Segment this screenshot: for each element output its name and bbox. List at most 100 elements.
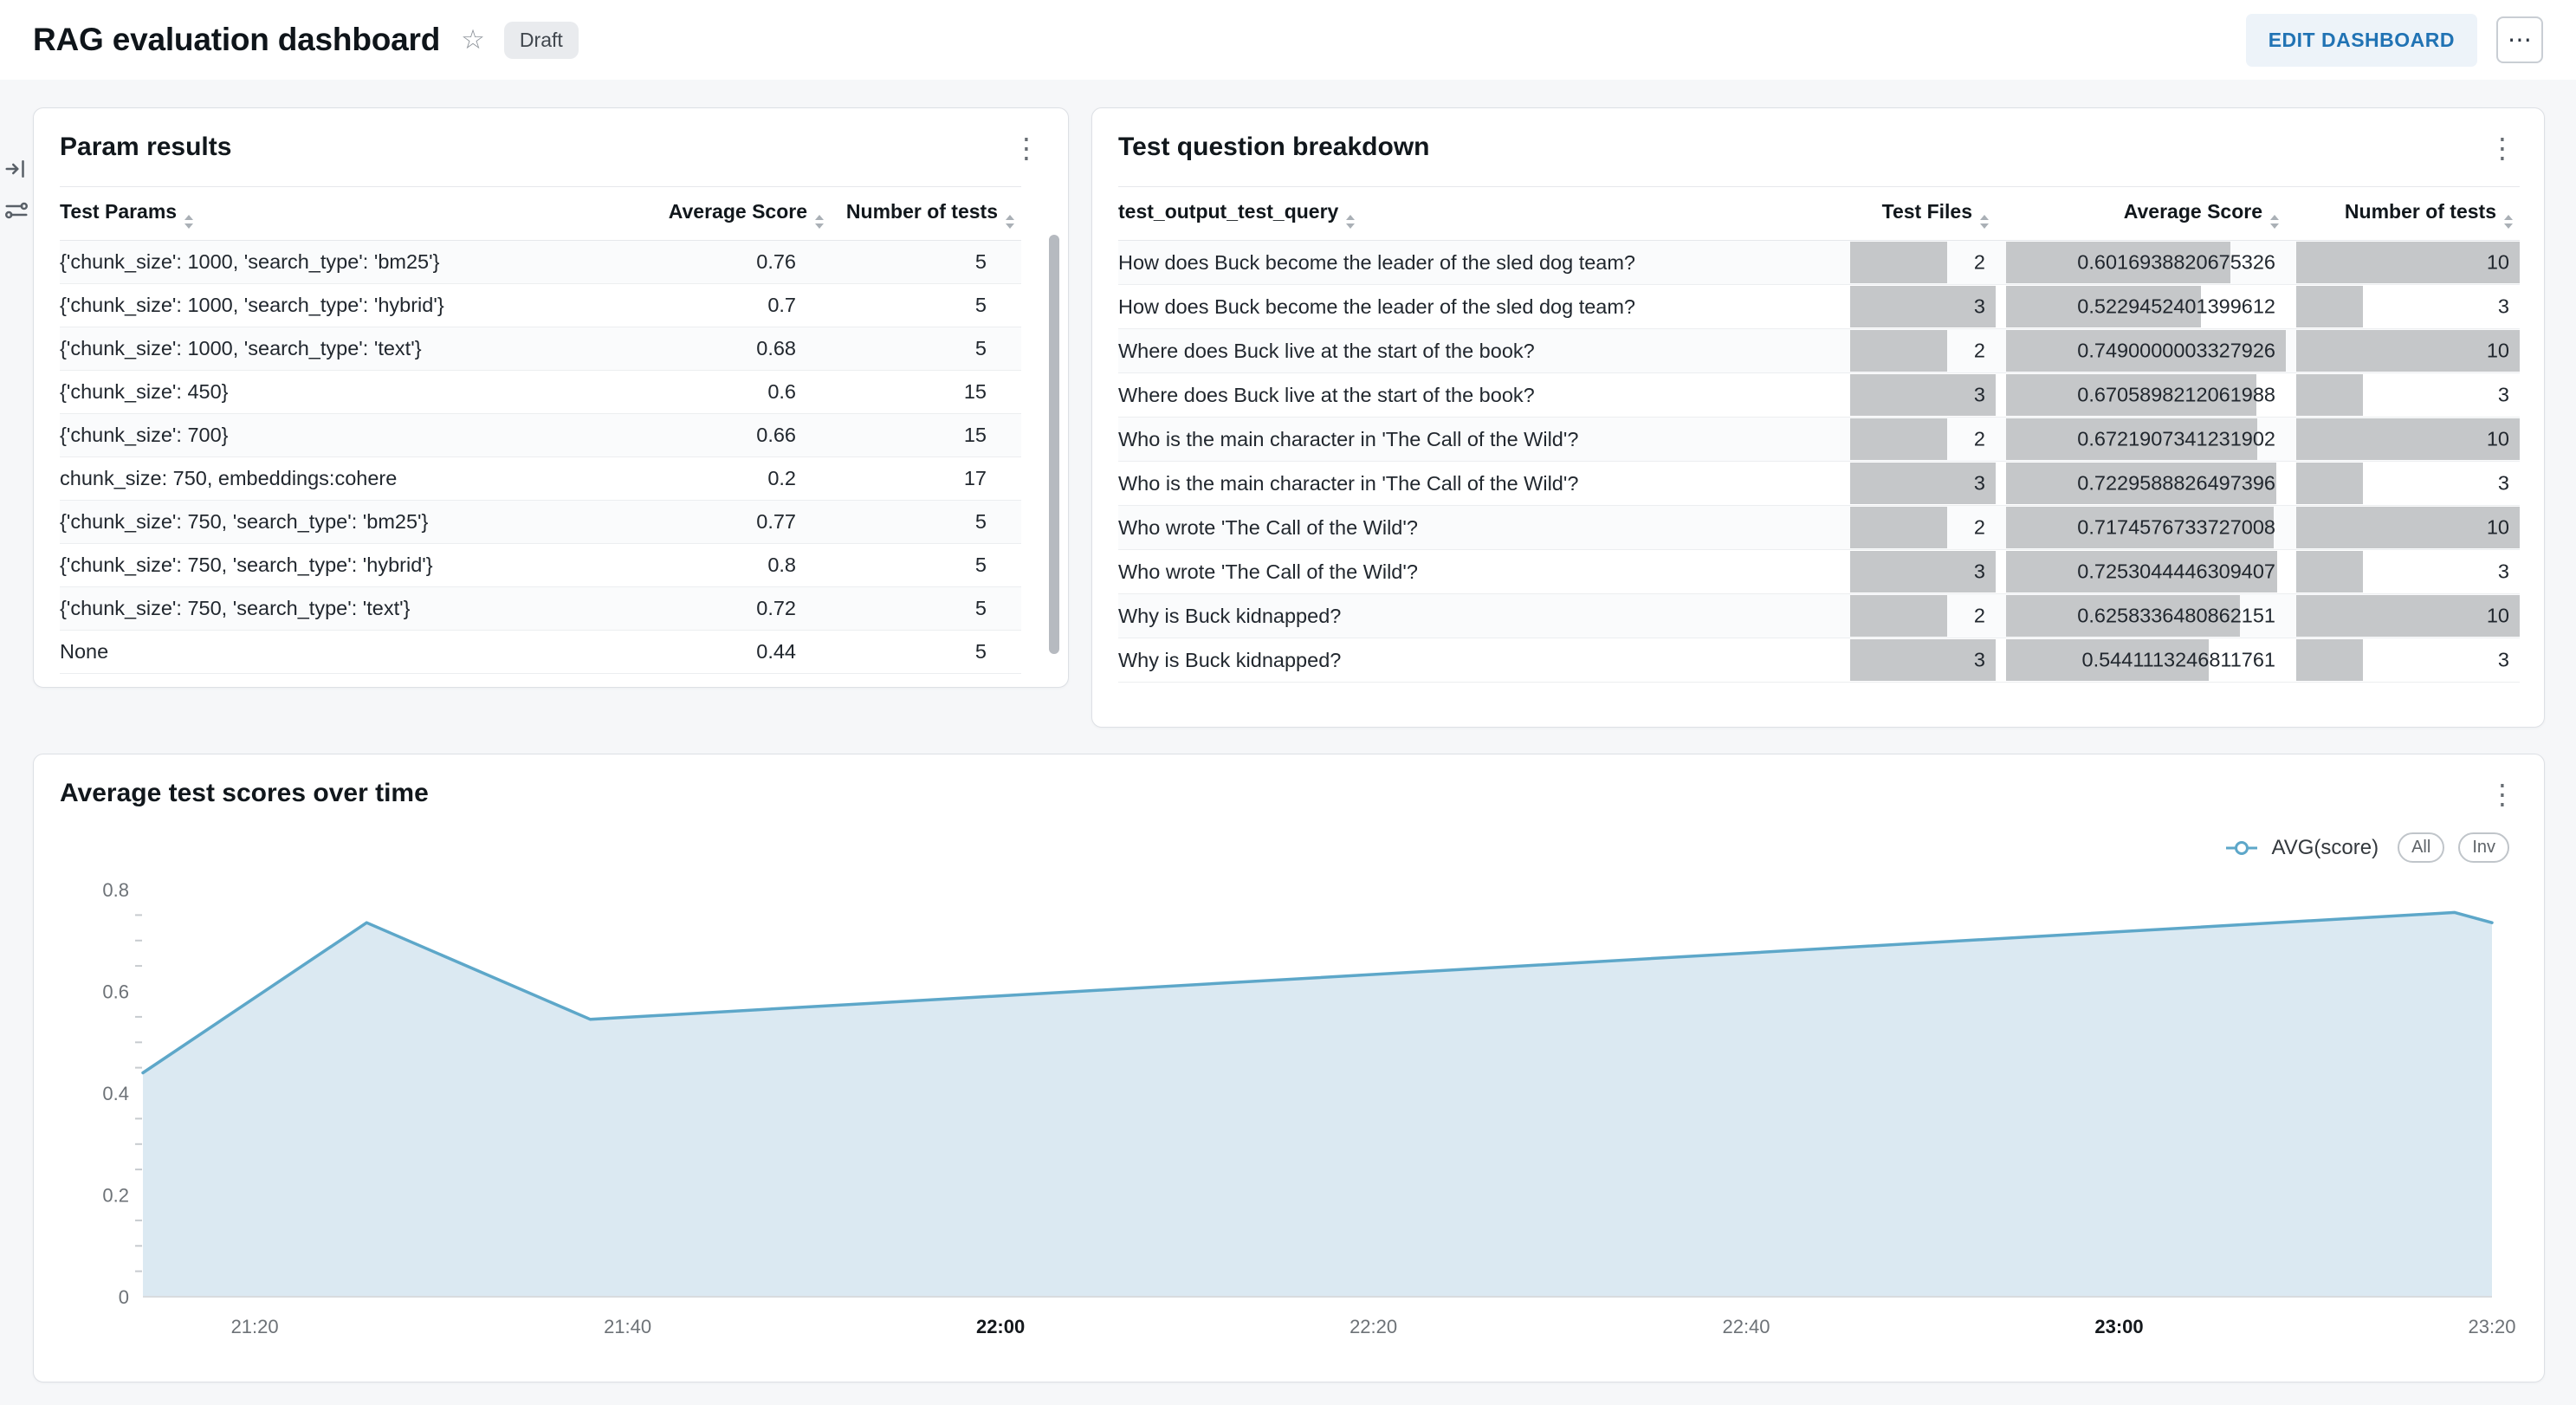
value-cell: 3 (2286, 461, 2520, 506)
value-cell: 3 (1840, 549, 1996, 594)
value-cell: 3 (1840, 284, 1996, 329)
svg-text:23:20: 23:20 (2468, 1316, 2515, 1337)
value-cell: 17 (831, 456, 1021, 501)
sort-icon (184, 215, 194, 229)
column-header[interactable]: Test Files (1840, 186, 1996, 241)
filter-icon (4, 202, 29, 219)
table-row[interactable]: How does Buck become the leader of the s… (1118, 240, 2520, 285)
data-bar (2006, 507, 2275, 548)
table-row[interactable]: {'chunk_size': 450} 0.6 15 (60, 370, 1021, 414)
table-row[interactable]: None 0.44 5 (60, 630, 1021, 674)
value-label: 0.6016938820675326 (2077, 250, 2275, 274)
value-label: 3 (1973, 295, 1985, 318)
question-breakdown-card: Test question breakdown ⋮ test_output_te… (1091, 107, 2545, 728)
value-cell: 3 (1840, 461, 1996, 506)
param-cell: {'chunk_size': 1000, 'search_type': 'tex… (60, 327, 588, 371)
value-label: 3 (1973, 383, 1985, 406)
value-label: 10 (2486, 339, 2509, 362)
expand-panel-button[interactable] (2, 154, 31, 184)
table-row[interactable]: Who wrote 'The Call of the Wild'? 2 0.7174… (1118, 505, 2520, 550)
page-header: RAG evaluation dashboard ☆ Draft EDIT DA… (0, 0, 2576, 80)
data-bar (2296, 639, 2364, 681)
param-cell: {'chunk_size': 700} (60, 413, 588, 457)
value-label: 2 (1973, 250, 1985, 274)
table-row[interactable]: Where does Buck live at the start of the… (1118, 372, 2520, 418)
more-menu-button[interactable]: ⋯ (2496, 16, 2543, 63)
column-header-label: Average Score (2123, 200, 2262, 223)
column-header[interactable]: Number of tests (831, 186, 1021, 241)
legend-all-button[interactable]: All (2398, 832, 2445, 863)
column-header[interactable]: Test Params (60, 186, 588, 241)
table-row[interactable]: Where does Buck live at the start of the… (1118, 328, 2520, 373)
value-cell: 5 (831, 283, 1021, 327)
column-header[interactable]: test_output_test_query (1118, 186, 1840, 241)
param-cell: {'chunk_size': 750, 'search_type': 'hybr… (60, 543, 588, 587)
card-menu-kebab-icon[interactable]: ⋮ (2489, 132, 2516, 165)
value-label: 3 (1973, 471, 1985, 495)
value-cell: 0.68 (588, 327, 831, 371)
data-bar (2296, 418, 2520, 460)
card-menu-kebab-icon[interactable]: ⋮ (1013, 132, 1040, 165)
table-row[interactable]: {'chunk_size': 750, 'search_type': 'text… (60, 586, 1021, 631)
data-bar (1850, 374, 1996, 416)
value-label: 3 (2497, 648, 2509, 671)
data-bar (2296, 242, 2520, 283)
value-cell: 10 (2286, 593, 2520, 638)
value-cell: 0.72 (588, 586, 831, 631)
table-row[interactable]: {'chunk_size': 750, 'search_type': 'hybr… (60, 543, 1021, 587)
query-cell: Who is the main character in 'The Call o… (1118, 461, 1840, 506)
svg-text:0.8: 0.8 (102, 879, 129, 901)
value-label: 0.6721907341231902 (2077, 427, 2275, 450)
table-row[interactable]: {'chunk_size': 700} 0.66 15 (60, 413, 1021, 457)
edit-dashboard-button[interactable]: EDIT DASHBOARD (2245, 13, 2477, 67)
param-cell: {'chunk_size': 450} (60, 370, 588, 414)
scores-line-chart[interactable]: 0 0.2 0.4 0.6 0.8 21:20 21:40 22:00 22:20 22:40 23… (60, 858, 2523, 1378)
value-cell: 0.44 (588, 630, 831, 674)
param-results-card: Param results ⋮ Test Params Average Score… (33, 107, 1069, 688)
table-row[interactable]: {'chunk_size': 750, 'search_type': 'bm25… (60, 500, 1021, 544)
scrollbar-thumb[interactable] (1049, 235, 1059, 654)
data-bar (2006, 418, 2257, 460)
table-row[interactable]: Who is the main character in 'The Call o… (1118, 461, 2520, 506)
value-cell: 2 (1840, 240, 1996, 285)
table-row[interactable]: How does Buck become the leader of the s… (1118, 284, 2520, 329)
value-label: 2 (1973, 515, 1985, 539)
value-cell: 0.6705898212061988 (1996, 372, 2286, 418)
filter-button[interactable] (2, 196, 31, 225)
expand-panel-icon (5, 160, 24, 178)
svg-text:0.4: 0.4 (102, 1083, 129, 1104)
table-row[interactable]: Who wrote 'The Call of the Wild'? 3 0.7253… (1118, 549, 2520, 594)
table-row[interactable]: chunk_size: 750, embeddings:cohere 0.2 17 (60, 456, 1021, 501)
legend-inv-button[interactable]: Inv (2458, 832, 2509, 863)
value-label: 0.6705898212061988 (2077, 383, 2275, 406)
data-bar (2296, 286, 2364, 327)
value-cell: 3 (2286, 549, 2520, 594)
value-label: 0.5441113246811761 (2081, 648, 2275, 671)
column-header[interactable]: Average Score (1996, 186, 2286, 241)
svg-text:23:00: 23:00 (2094, 1316, 2143, 1337)
table-row[interactable]: {'chunk_size': 1000, 'search_type': 'tex… (60, 327, 1021, 371)
table-row[interactable]: Why is Buck kidnapped? 3 0.544111324681176… (1118, 638, 2520, 683)
value-cell: 0.7229588826497396 (1996, 461, 2286, 506)
value-cell: 10 (2286, 240, 2520, 285)
table-row[interactable]: Why is Buck kidnapped? 2 0.625833648086215… (1118, 593, 2520, 638)
column-header[interactable]: Number of tests (2286, 186, 2520, 241)
query-cell: Why is Buck kidnapped? (1118, 593, 1840, 638)
value-cell: 5 (831, 630, 1021, 674)
table-scrollbar[interactable] (1049, 233, 1059, 670)
value-label: 2 (1973, 427, 1985, 450)
card-menu-kebab-icon[interactable]: ⋮ (2489, 778, 2516, 811)
table-row[interactable]: {'chunk_size': 1000, 'search_type': 'hyb… (60, 283, 1021, 327)
value-cell: 3 (1840, 372, 1996, 418)
value-cell: 5 (831, 500, 1021, 544)
param-cell: {'chunk_size': 1000, 'search_type': 'hyb… (60, 283, 588, 327)
sort-icon (1346, 215, 1356, 229)
data-bar (2006, 330, 2286, 372)
value-label: 0.7490000003327926 (2077, 339, 2275, 362)
value-cell: 0.8 (588, 543, 831, 587)
favorite-star-icon[interactable]: ☆ (461, 24, 485, 55)
value-cell: 0.77 (588, 500, 831, 544)
column-header[interactable]: Average Score (588, 186, 831, 241)
table-row[interactable]: Who is the main character in 'The Call o… (1118, 417, 2520, 462)
table-row[interactable]: {'chunk_size': 1000, 'search_type': 'bm2… (60, 240, 1021, 284)
